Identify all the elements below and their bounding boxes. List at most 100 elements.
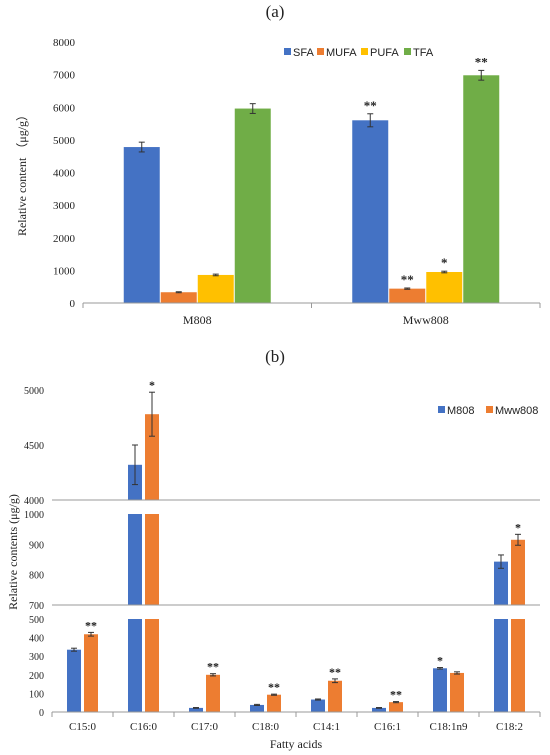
panel-b-y-ticks: 0 100 200 300 400 500 700 800 900 1000 4000 4500 500… — [24, 386, 44, 719]
panel-b-y-tick-label: 200 — [29, 671, 44, 682]
panel-b-bar-mww808-c15-0 — [84, 634, 98, 712]
panel-b-bar-mww808-c16-0-significance: * — [149, 378, 155, 392]
panel-a-x-tick-label: Mww808 — [403, 313, 449, 327]
panel-a-bar-sfa-m808 — [123, 147, 160, 303]
panel-b-y-tick-label: 4000 — [24, 496, 44, 507]
panel-b-bar-m808-c17-0 — [189, 707, 203, 712]
panel-a-legend-swatch-sfa — [284, 48, 291, 55]
panel-b-x-tick-label: C14:1 — [313, 721, 340, 733]
panel-a-bar-tfa-mww808 — [463, 75, 500, 303]
panel-a-x-tick-label: M808 — [183, 313, 212, 327]
panel-b-x-axis-label: Fatty acids — [270, 737, 323, 751]
panel-a-y-tick-label: 2000 — [53, 233, 76, 245]
panel-b-y-tick-label: 4500 — [24, 441, 44, 452]
panel-b-x-tick-label: C17:0 — [191, 721, 218, 733]
panel-a-legend-label-tfa: TFA — [413, 47, 434, 59]
panel-b-bar-m808-c18-0 — [250, 704, 264, 712]
panel-b-axes: C15:0 C16:0 C17:0 C18:0 C14:1 C16:1 C18:1n9 C18… — [51, 499, 541, 733]
panel-a-legend-label-mufa: MUFA — [326, 47, 357, 59]
panel-b-bar-mww808-c18-0-significance: ** — [268, 680, 280, 694]
panel-b-legend-label-mww808: Mww808 — [495, 405, 538, 417]
panel-a-legend-swatch-pufa — [361, 48, 368, 55]
panel-b-chart: (b) 0 100 200 300 400 500 700 800 900 1000 4000 450… — [6, 347, 541, 751]
panel-b-bar-mww808-c17-0-significance: ** — [207, 660, 219, 674]
panel-b-bar-mww808-c18-2-segment-1 — [511, 539, 525, 605]
panel-a-bar-mufa-m808 — [160, 292, 197, 303]
panel-b-bar-m808-c16-1 — [372, 707, 386, 712]
panel-a-y-tick-label: 5000 — [53, 135, 76, 147]
panel-b-y-tick-label: 400 — [29, 634, 44, 645]
panel-b-bar-mww808-c18-1n9 — [450, 672, 464, 712]
panel-b-bar-mww808-c18-2 — [511, 619, 525, 712]
panel-a-y-tick-label: 7000 — [53, 70, 76, 82]
panel-b-bar-m808-c16-0-segment-1 — [128, 514, 142, 605]
panel-b-legend: M808 Mww808 — [438, 405, 538, 417]
panel-a-y-ticks: 0 1000 2000 3000 4000 5000 6000 7000 8000 — [53, 37, 76, 310]
panel-b-legend-swatch-mww808 — [486, 406, 493, 413]
panel-b-bar-m808-c14-1 — [311, 699, 325, 712]
panel-a-y-tick-label: 6000 — [53, 102, 76, 114]
panel-a-y-tick-label: 3000 — [53, 200, 76, 212]
panel-b-x-tick-label: C16:1 — [374, 721, 401, 733]
panel-a-y-axis-label: Relative content （μg/g） — [15, 109, 29, 236]
panel-b-y-tick-label: 0 — [39, 708, 44, 719]
panel-b-bar-mww808-c14-1-significance: ** — [329, 665, 341, 679]
panel-b-bar-m808-c18-1n9-significance: * — [437, 654, 443, 668]
panel-b-legend-swatch-m808 — [438, 406, 445, 413]
panel-a-bar-mufa-mww808 — [389, 288, 426, 303]
panel-b-label: (b) — [265, 347, 285, 366]
panel-b-y-tick-label: 300 — [29, 652, 44, 663]
panel-b-x-tick-label: C15:0 — [69, 721, 96, 733]
panel-a-bar-sfa-mww808-significance: ** — [364, 98, 377, 113]
panel-b-bar-mww808-c17-0 — [206, 674, 220, 712]
panel-b-y-tick-label: 700 — [29, 601, 44, 612]
panel-b-bar-m808-c18-2 — [494, 619, 508, 712]
panel-a-legend-label-pufa: PUFA — [370, 47, 399, 59]
panel-b-bars: ************* — [67, 378, 525, 712]
panel-b-x-tick-label: C16:0 — [130, 721, 157, 733]
panel-b-y-tick-label: 100 — [29, 689, 44, 700]
panel-a-legend-swatch-mufa — [317, 48, 324, 55]
panel-b-bar-mww808-c16-0-segment-1 — [145, 514, 159, 605]
panel-b-y-axis-label: Relative contents (μg/g) — [6, 494, 20, 610]
panel-a-bar-pufa-m808 — [197, 274, 234, 303]
panel-a-bar-sfa-mww808 — [352, 120, 389, 303]
panel-b-bar-mww808-c18-2-significance: * — [515, 520, 521, 534]
panel-a-bar-pufa-mww808-significance: * — [441, 255, 448, 270]
panel-b-y-tick-label: 900 — [29, 540, 44, 551]
panel-b-y-tick-label: 500 — [29, 615, 44, 626]
panel-b-x-tick-label: C18:2 — [496, 721, 523, 733]
panel-b-y-tick-label: 800 — [29, 571, 44, 582]
panel-a-legend-label-sfa: SFA — [293, 47, 314, 59]
panel-a-y-tick-label: 8000 — [53, 37, 76, 49]
panel-a-axes: M808 Mww808 — [82, 302, 541, 327]
panel-b-bar-mww808-c16-0-segment-2 — [145, 414, 159, 500]
panel-b-y-tick-label: 5000 — [24, 386, 44, 397]
panel-b-bar-m808-c15-0 — [67, 649, 81, 712]
panel-b-bar-mww808-c18-0 — [267, 694, 281, 712]
panel-a-label: (a) — [266, 2, 285, 21]
panel-a-bar-tfa-mww808-significance: ** — [475, 54, 488, 69]
panel-a-bar-mufa-mww808-significance: ** — [401, 272, 414, 287]
panel-a-y-tick-label: 0 — [70, 298, 76, 310]
panel-b-x-tick-label: C18:1n9 — [430, 721, 468, 733]
panel-a-bar-tfa-m808 — [234, 108, 271, 304]
panel-b-x-tick-label: C18:0 — [252, 721, 279, 733]
panel-a-y-tick-label: 1000 — [53, 265, 76, 277]
panel-b-bar-mww808-c16-1-significance: ** — [390, 688, 402, 702]
panel-a-legend-swatch-tfa — [404, 48, 411, 55]
panel-a-bar-pufa-mww808 — [426, 272, 463, 303]
panel-a-y-tick-label: 4000 — [53, 168, 76, 180]
panel-b-bar-mww808-c16-1 — [389, 702, 403, 712]
panel-b-y-tick-label: 1000 — [24, 510, 44, 521]
panel-b-bar-mww808-c15-0-significance: ** — [85, 618, 97, 632]
panel-b-legend-label-m808: M808 — [447, 405, 475, 417]
panel-b-bar-mww808-c16-0 — [145, 619, 159, 712]
panel-b-bar-m808-c18-1n9 — [433, 668, 447, 712]
panel-b-bar-mww808-c14-1 — [328, 680, 342, 712]
panel-a-legend: SFA MUFA PUFA TFA — [284, 47, 434, 59]
panel-b-bar-m808-c16-0 — [128, 619, 142, 712]
panel-a-bars: ******* — [123, 54, 500, 304]
